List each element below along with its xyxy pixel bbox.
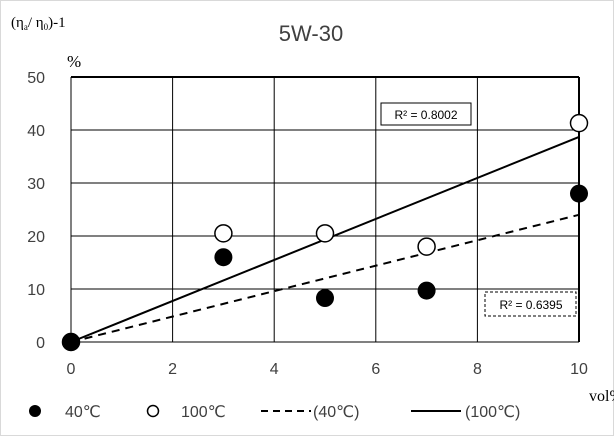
trendline-40 [70, 213, 580, 343]
y-axis-label-part2: / η [28, 15, 44, 31]
y-axis-label-part3: )-1 [48, 15, 66, 31]
x-tick-label: 0 [67, 361, 76, 378]
data-point-100 [417, 237, 436, 256]
legend-item-40: 40℃ [29, 404, 101, 421]
r2-label-100-text: R² = 0.8002 [394, 108, 457, 122]
x-tick-label: 10 [570, 361, 588, 378]
x-tick-label: 4 [270, 361, 279, 378]
data-point-40 [316, 289, 334, 308]
r2-label-40-text: R² = 0.6395 [499, 298, 562, 312]
x-tick-labels: 0 2 4 6 8 10 [67, 361, 588, 378]
legend-marker-filled-circle [29, 405, 41, 417]
x-tick-label: 8 [473, 361, 482, 378]
y-tick-labels: 0 10 20 30 40 50 [27, 70, 45, 352]
legend-marker-open-circle [146, 404, 160, 418]
legend-item-100: 100℃ [146, 404, 226, 421]
legend-label-trend-100: (100℃) [465, 404, 520, 421]
y-axis-label: (ηa/ η0)-1 [11, 15, 66, 32]
legend-label-100: 100℃ [181, 404, 226, 421]
data-point-40 [417, 281, 436, 300]
data-point-40 [62, 333, 80, 351]
y-tick-label: 40 [27, 123, 45, 140]
y-tick-label: 10 [27, 282, 45, 299]
x-axis-label: vol% [589, 388, 614, 405]
data-point-100 [214, 224, 233, 243]
y-axis-label-sub2: 0 [44, 22, 49, 32]
x-tick-label: 2 [168, 361, 177, 378]
data-points [61, 113, 589, 352]
data-point-40 [214, 248, 233, 267]
y-axis-unit: % [67, 52, 81, 71]
legend-label-trend-40: (40℃) [313, 404, 359, 421]
y-tick-label: 20 [27, 229, 45, 246]
legend-item-trend-100: (100℃) [411, 404, 520, 421]
legend-label-40: 40℃ [65, 404, 101, 421]
r2-label-40: R² = 0.6395 [484, 291, 577, 317]
y-axis-label-part1: (η [11, 15, 24, 31]
legend-item-trend-40: (40℃) [261, 404, 359, 421]
y-tick-label: 50 [27, 70, 45, 87]
legend: 40℃ 100℃ (40℃) (100℃) [29, 404, 520, 421]
r2-label-100: R² = 0.8002 [380, 102, 472, 126]
y-axis-label-sub1: a [24, 22, 28, 32]
grid [70, 76, 580, 343]
y-tick-label: 30 [27, 176, 45, 193]
data-point-100 [569, 113, 589, 133]
data-point-40 [570, 184, 588, 203]
x-tick-label: 6 [371, 361, 380, 378]
chart-title: 5W-30 [279, 21, 343, 46]
y-tick-label: 0 [36, 335, 45, 352]
data-point-100 [315, 224, 335, 243]
